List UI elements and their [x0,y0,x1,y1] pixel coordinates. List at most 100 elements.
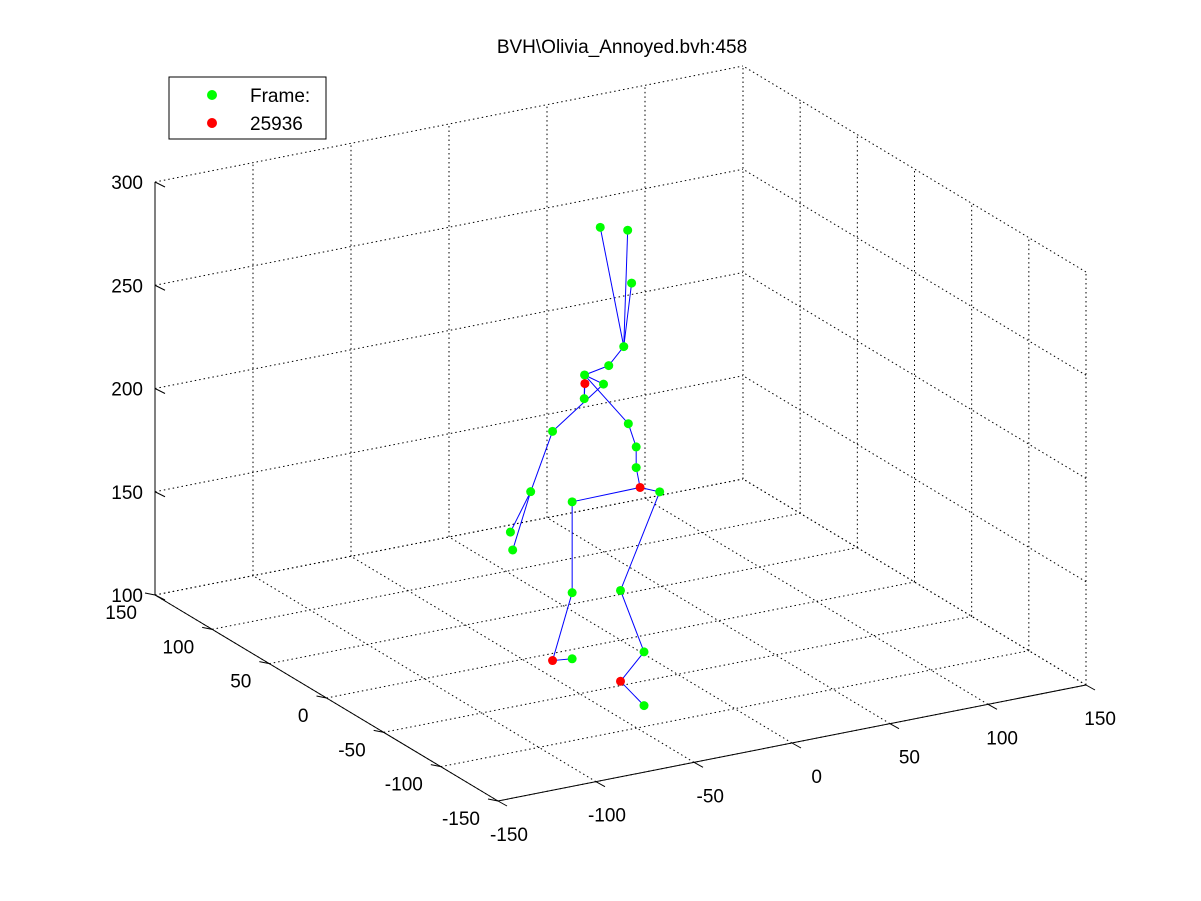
z-tick-mark [154,491,166,498]
grid-line [154,375,744,493]
x-tick-mark [1085,684,1096,691]
x-tick-label: 0 [811,767,822,788]
y-tick-mark [487,798,499,802]
z-tick-label: 150 [111,483,143,504]
grid-line [644,497,989,705]
z-tick-mark [154,284,166,291]
grid-line [440,650,1029,768]
x-tick-label: -50 [697,786,724,807]
joint-point [623,419,633,429]
y-tick-label: -150 [442,809,480,830]
joint-point [619,342,629,352]
y-tick-label: 100 [162,637,194,658]
x-tick-mark [595,781,606,788]
y-tick-mark [259,661,270,665]
joint-point [548,426,558,436]
joint-point [595,222,605,232]
joint-point [655,487,665,497]
chart-title: BVH\Olivia_Annoyed.bvh:458 [497,37,747,58]
z-tick-label: 100 [111,586,143,607]
legend: Frame: 25936 [168,76,327,140]
joint-point [579,394,589,404]
grid-line [326,581,915,699]
x-tick-label: 50 [899,748,920,769]
grid-line [154,65,744,183]
bone [530,431,554,492]
joint-point [623,225,633,235]
grid-line [546,517,891,725]
y-tick-mark [316,695,327,699]
x-tick-label: -100 [588,806,626,827]
bone [572,486,641,503]
grid-line [742,272,1087,479]
grid-line [154,168,744,286]
bone [599,227,625,347]
bone [552,383,604,432]
legend-label-number: 25936 [250,114,303,135]
y-axis-ticks: -150 -100 -50 0 50 100 150 [105,592,499,830]
marker-point [580,379,590,389]
joint-point [508,545,518,555]
y-tick-mark [202,626,213,630]
joint-point [639,647,649,657]
bone [620,491,661,591]
grid-line [269,547,858,665]
y-tick-label: 150 [105,603,137,624]
joint-point [526,487,536,497]
x-tick-label: 150 [1084,709,1116,730]
z-tick-label: 250 [111,276,143,297]
joint-point [599,379,609,389]
joint-point [631,442,641,452]
joint-point [616,585,625,595]
y-tick-label: 50 [230,672,251,693]
z-tick-mark [154,388,166,394]
joint-point [631,463,641,473]
grid-line [212,512,801,630]
y-tick-mark [373,729,384,733]
grid-line [742,168,1087,376]
x-tick-label: 100 [986,728,1018,749]
joint-point [580,370,590,380]
z-tick-label: 200 [111,380,143,401]
grid-line [383,615,972,733]
y-tick-label: -100 [385,775,423,796]
joint-point [567,497,577,507]
bone [620,590,645,653]
bone [552,592,573,661]
bone [509,491,532,533]
legend-box [168,76,327,140]
grid-line [448,536,793,744]
bone [512,491,532,551]
z-tick-mark [154,181,166,188]
bone [584,374,629,425]
legend-marker-number [207,118,217,128]
x-tick-mark [889,723,900,730]
x-axis-ticks: -150 -100 -50 0 50 100 150 [490,684,1116,846]
grid-line [742,65,1087,273]
grid-line [742,478,1087,686]
bone [620,680,645,706]
x-tick-mark [987,703,998,710]
joint-point [627,278,637,288]
grid-line [350,555,695,763]
marker-point [548,656,558,666]
y-tick-label: -50 [338,740,365,761]
x-tick-mark [791,742,802,749]
y-tick-mark [144,592,156,596]
marker-point [635,482,645,492]
y-tick-mark [430,764,441,768]
joint-point [567,588,577,598]
bone [620,651,645,682]
grid-lines [154,65,1087,802]
x-tick-mark [693,761,704,768]
z-tick-label: 300 [111,173,143,194]
skeleton-joints [505,222,665,711]
x-tick-label: -150 [490,825,528,846]
joint-point [639,701,649,711]
joint-point [505,527,515,537]
z-tick-mark [154,594,166,601]
bone [623,230,629,347]
y-tick-label: 0 [298,706,309,727]
bone [623,283,633,347]
